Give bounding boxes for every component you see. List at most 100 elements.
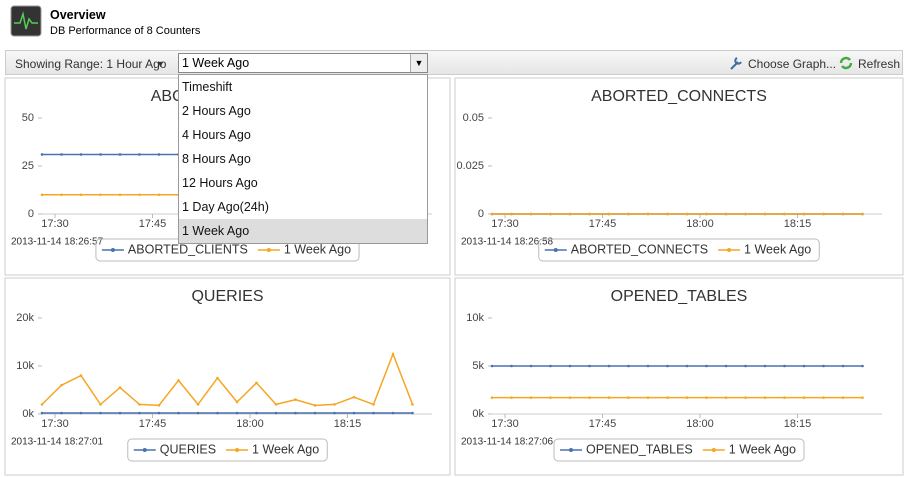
choose-graph-button[interactable]: Choose Graph...: [748, 57, 837, 71]
select-arrow: ▼: [410, 54, 427, 72]
app-icon: [10, 5, 42, 37]
x-tick-label: 17:45: [589, 218, 617, 230]
point: [99, 403, 102, 406]
point: [313, 411, 317, 415]
chart-title: QUERIES: [191, 288, 263, 305]
range-label[interactable]: Showing Range: 1 Hour Ago: [15, 57, 167, 71]
timestamp: 2013-11-14 18:26:58: [461, 237, 554, 248]
dropdown-option[interactable]: 2 Hours Ago: [182, 104, 251, 118]
y-tick-label: 0k: [22, 408, 34, 420]
point: [118, 153, 122, 156]
timestamp: 2013-11-14 18:27:06: [461, 437, 554, 448]
dropdown-option[interactable]: 12 Hours Ago: [182, 176, 258, 190]
x-tick-label: 18:15: [334, 418, 362, 430]
dropdown-option[interactable]: Timeshift: [182, 80, 233, 94]
point: [118, 411, 122, 415]
x-tick-label: 17:45: [139, 418, 167, 430]
point: [568, 364, 572, 368]
y-tick-label: 10k: [466, 312, 484, 324]
point: [60, 153, 63, 156]
point: [607, 364, 611, 368]
point: [841, 364, 845, 368]
point: [40, 411, 44, 415]
y-tick-label: 0.05: [463, 112, 484, 124]
point: [627, 364, 630, 368]
point: [685, 364, 689, 368]
point: [529, 212, 533, 216]
legend-marker: [142, 448, 147, 452]
legend-box: [538, 238, 820, 262]
point: [646, 396, 650, 399]
point: [60, 383, 63, 387]
point: [79, 193, 83, 197]
legend-label: ABORTED_CONNECTS: [571, 242, 708, 256]
refresh-button[interactable]: Refresh: [858, 57, 901, 71]
point: [724, 396, 728, 399]
x-tick-label: 17:45: [589, 418, 617, 430]
legend-marker: [711, 448, 716, 452]
legend-label: 1 Week Ago: [284, 242, 351, 256]
point: [607, 396, 611, 399]
point: [99, 193, 102, 197]
point: [99, 411, 102, 415]
point: [705, 212, 708, 216]
point: [685, 396, 689, 399]
point: [822, 364, 825, 368]
point: [724, 364, 728, 368]
point: [529, 396, 533, 399]
wrench-icon: [730, 57, 742, 70]
y-tick-label: 5k: [472, 360, 484, 372]
point: [196, 403, 200, 406]
point: [627, 396, 630, 399]
point: [490, 364, 494, 368]
point: [705, 396, 708, 399]
point: [783, 212, 786, 216]
point: [588, 364, 591, 368]
legend-label: 1 Week Ago: [744, 242, 811, 256]
point: [744, 396, 747, 399]
point: [549, 364, 552, 368]
point: [99, 153, 102, 156]
point: [763, 364, 767, 368]
point: [79, 374, 83, 377]
point: [40, 153, 44, 156]
page-title: Overview: [50, 8, 106, 22]
point: [255, 381, 258, 385]
point: [705, 364, 708, 368]
point: [352, 395, 356, 399]
point: [333, 403, 336, 406]
legend-label: QUERIES: [160, 442, 216, 456]
point: [118, 193, 122, 197]
x-tick-label: 17:30: [491, 218, 519, 230]
point: [138, 411, 141, 415]
legend-label: 1 Week Ago: [252, 442, 319, 456]
legend: OPENED_TABLES 1 Week Ago: [553, 438, 805, 462]
range-select[interactable]: 1 Week Ago ▼: [178, 53, 428, 73]
dropdown-option[interactable]: 1 Week Ago: [179, 219, 427, 243]
range-arrow: ▼: [156, 59, 165, 69]
point: [60, 411, 63, 415]
dropdown-option[interactable]: 1 Day Ago(24h): [182, 200, 269, 214]
legend-marker: [553, 248, 558, 252]
point: [822, 396, 825, 399]
dropdown-option[interactable]: 4 Hours Ago: [182, 128, 251, 142]
legend-label: ABORTED_CLIENTS: [128, 242, 248, 256]
point: [568, 212, 572, 216]
point: [549, 396, 552, 399]
chart-panel: [454, 77, 904, 276]
point: [235, 411, 239, 415]
point: [510, 396, 513, 399]
point: [255, 411, 258, 415]
point: [861, 364, 864, 368]
legend-box: [553, 438, 805, 462]
dropdown-list: Timeshift 2 Hours Ago 4 Hours Ago 8 Hours A…: [178, 74, 428, 244]
point: [802, 396, 806, 399]
point: [372, 403, 375, 406]
point: [607, 212, 611, 216]
legend-marker: [235, 448, 240, 452]
point: [313, 404, 317, 407]
dropdown-option[interactable]: 8 Hours Ago: [182, 152, 251, 166]
point: [216, 411, 219, 415]
point: [666, 396, 669, 399]
y-tick-label: 0: [28, 208, 34, 220]
